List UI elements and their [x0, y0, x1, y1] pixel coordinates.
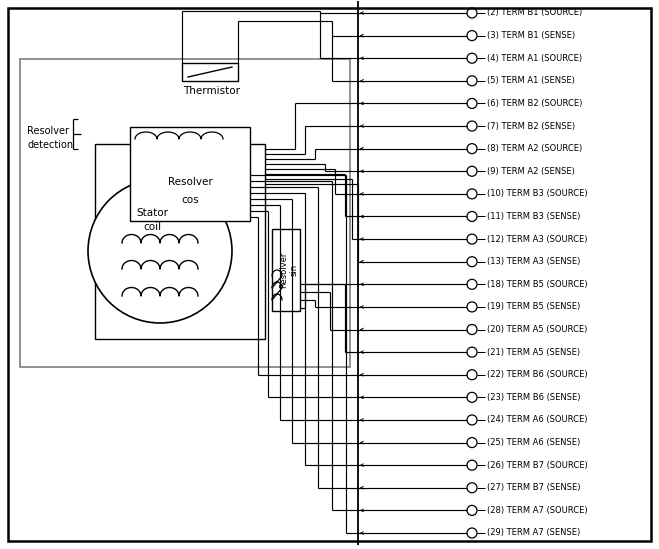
Text: (9) TERM A2 (SENSE): (9) TERM A2 (SENSE)	[487, 167, 575, 176]
Text: Resolver: Resolver	[167, 177, 212, 187]
Text: (29) TERM A7 (SENSE): (29) TERM A7 (SENSE)	[487, 529, 581, 537]
Text: Resolver: Resolver	[279, 252, 289, 288]
Text: (18) TERM B5 (SOURCE): (18) TERM B5 (SOURCE)	[487, 280, 588, 289]
Text: (27) TERM B7 (SENSE): (27) TERM B7 (SENSE)	[487, 483, 581, 492]
Text: (22) TERM B6 (SOURCE): (22) TERM B6 (SOURCE)	[487, 370, 588, 379]
Text: (19) TERM B5 (SENSE): (19) TERM B5 (SENSE)	[487, 302, 581, 311]
Text: sin: sin	[289, 264, 299, 276]
Bar	[130, 127, 250, 221]
Text: (12) TERM A3 (SOURCE): (12) TERM A3 (SOURCE)	[487, 234, 588, 244]
Text: (23) TERM B6 (SENSE): (23) TERM B6 (SENSE)	[487, 393, 581, 402]
Text: detection: detection	[27, 140, 73, 150]
Text: (25) TERM A6 (SENSE): (25) TERM A6 (SENSE)	[487, 438, 581, 447]
Text: (5) TERM A1 (SENSE): (5) TERM A1 (SENSE)	[487, 76, 575, 85]
Bar	[272, 229, 300, 311]
Bar	[20, 59, 350, 367]
Text: (2) TERM B1 (SOURCE): (2) TERM B1 (SOURCE)	[487, 8, 583, 18]
Text: (21) TERM A5 (SENSE): (21) TERM A5 (SENSE)	[487, 348, 580, 357]
Bar	[182, 63, 238, 81]
Text: (8) TERM A2 (SOURCE): (8) TERM A2 (SOURCE)	[487, 144, 583, 153]
Text: (7) TERM B2 (SENSE): (7) TERM B2 (SENSE)	[487, 121, 575, 131]
Bar	[95, 144, 265, 339]
Text: (6) TERM B2 (SOURCE): (6) TERM B2 (SOURCE)	[487, 99, 583, 108]
Text: Stator: Stator	[136, 208, 168, 218]
Text: (24) TERM A6 (SOURCE): (24) TERM A6 (SOURCE)	[487, 416, 588, 424]
Text: (11) TERM B3 (SENSE): (11) TERM B3 (SENSE)	[487, 212, 581, 221]
Text: (13) TERM A3 (SENSE): (13) TERM A3 (SENSE)	[487, 257, 581, 266]
Text: (3) TERM B1 (SENSE): (3) TERM B1 (SENSE)	[487, 31, 575, 40]
Text: coil: coil	[143, 222, 161, 232]
Text: (26) TERM B7 (SOURCE): (26) TERM B7 (SOURCE)	[487, 461, 588, 470]
Text: Resolver: Resolver	[27, 126, 69, 136]
Circle shape	[88, 179, 232, 323]
Text: (28) TERM A7 (SOURCE): (28) TERM A7 (SOURCE)	[487, 506, 588, 515]
Text: (10) TERM B3 (SOURCE): (10) TERM B3 (SOURCE)	[487, 189, 588, 198]
Text: cos: cos	[181, 195, 199, 205]
Text: (20) TERM A5 (SOURCE): (20) TERM A5 (SOURCE)	[487, 325, 587, 334]
Text: Thermistor: Thermistor	[183, 86, 241, 96]
Text: (4) TERM A1 (SOURCE): (4) TERM A1 (SOURCE)	[487, 54, 582, 63]
